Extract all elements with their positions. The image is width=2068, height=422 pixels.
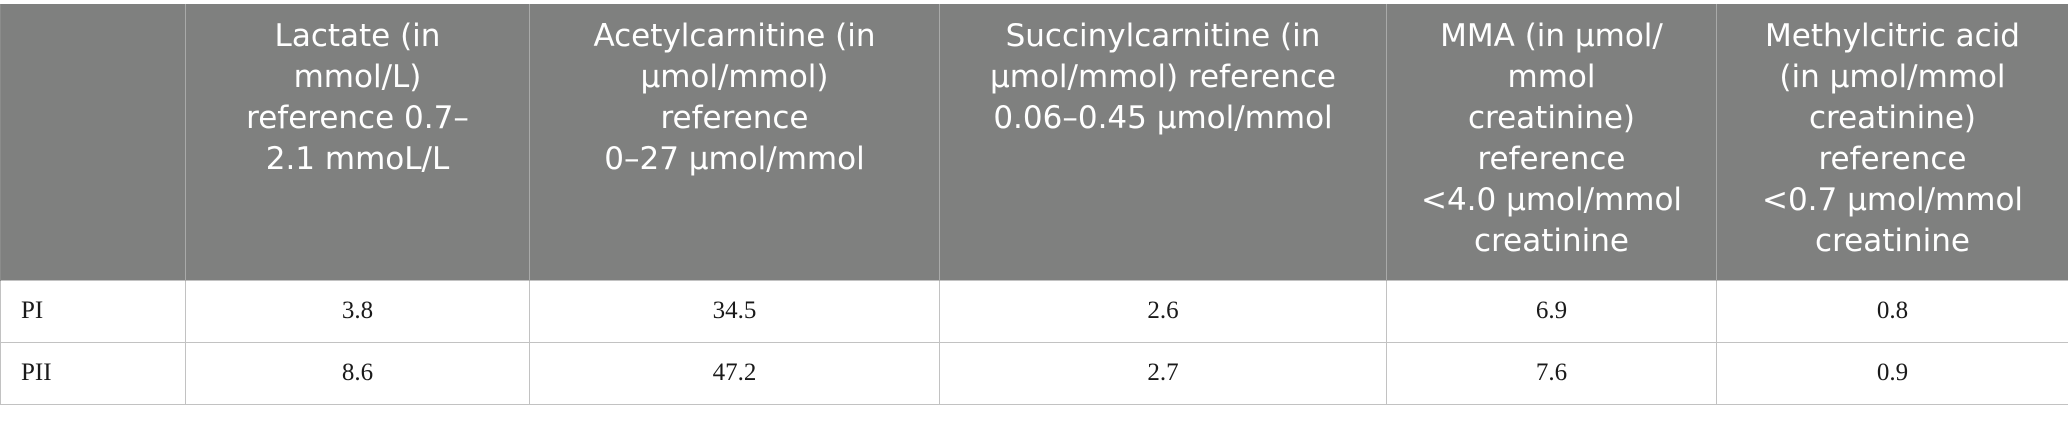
cell-succinylcarnitine: 2.7: [939, 341, 1387, 405]
cell-lactate: 8.6: [185, 341, 530, 405]
cell-acetylcarnitine: 47.2: [529, 341, 940, 405]
header-corner: [0, 4, 186, 280]
lab-values-table: Lactate (in mmol/L) reference 0.7– 2.1 m…: [0, 4, 2068, 405]
header-succinylcarnitine: Succinylcarnitine (in μmol/mmol) referen…: [939, 4, 1387, 280]
cell-mma: 7.6: [1386, 341, 1717, 405]
cell-succinylcarnitine: 2.6: [939, 279, 1387, 343]
row-label: PI: [0, 279, 186, 343]
header-mma: MMA (in μmol/ mmol creatinine) reference…: [1386, 4, 1717, 280]
cell-mma: 6.9: [1386, 279, 1717, 343]
header-lactate: Lactate (in mmol/L) reference 0.7– 2.1 m…: [185, 4, 530, 280]
cell-lactate: 3.8: [185, 279, 530, 343]
cell-methylcitric-acid: 0.9: [1716, 341, 2068, 405]
cell-acetylcarnitine: 34.5: [529, 279, 940, 343]
header-methylcitric-acid: Methylcitric acid (in μmol/mmol creatini…: [1716, 4, 2068, 280]
table-row-pi: PI 3.8 34.5 2.6 6.9 0.8: [0, 279, 2068, 343]
row-label: PII: [0, 341, 186, 405]
header-acetylcarnitine: Acetylcarnitine (in μmol/mmol) reference…: [529, 4, 940, 280]
table-row-pii: PII 8.6 47.2 2.7 7.6 0.9: [0, 341, 2068, 405]
table-header-row: Lactate (in mmol/L) reference 0.7– 2.1 m…: [0, 4, 2068, 280]
data-table-container: Lactate (in mmol/L) reference 0.7– 2.1 m…: [0, 4, 2068, 405]
cell-methylcitric-acid: 0.8: [1716, 279, 2068, 343]
